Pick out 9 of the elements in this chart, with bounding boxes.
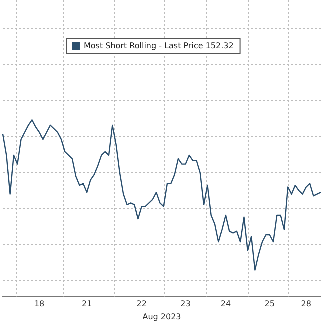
x-tick-label: 21 <box>82 300 92 309</box>
x-tick-label: 25 <box>264 300 275 309</box>
x-tick-label: 28 <box>301 300 312 309</box>
x-tick-label: 18 <box>34 300 45 309</box>
legend-label: Most Short Rolling - Last Price 152.32 <box>84 42 234 51</box>
x-axis-title: Aug 2023 <box>142 312 182 322</box>
x-tick-label: 22 <box>136 300 147 309</box>
x-tick-label: 23 <box>180 300 191 309</box>
x-tick-label: 24 <box>220 300 232 309</box>
